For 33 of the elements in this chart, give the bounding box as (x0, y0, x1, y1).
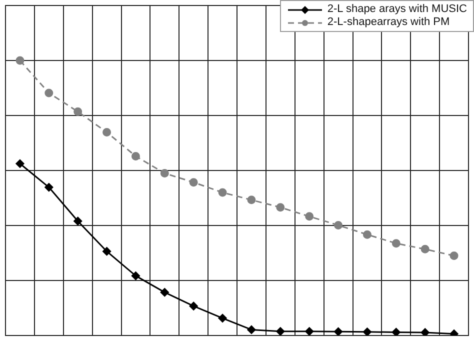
point (74, 107, 82, 116)
point (102, 247, 112, 256)
point (334, 220, 343, 230)
point (160, 288, 169, 297)
point (44, 88, 54, 98)
point (362, 328, 372, 336)
point (189, 302, 198, 310)
point (160, 169, 169, 178)
point (420, 244, 430, 254)
point (16, 56, 24, 65)
point (16, 159, 24, 168)
point (305, 327, 314, 336)
point (450, 252, 458, 260)
point (247, 325, 256, 334)
point (392, 328, 400, 336)
point (276, 327, 285, 336)
point (392, 239, 400, 248)
point (44, 183, 54, 192)
point (102, 128, 112, 137)
point (362, 230, 372, 239)
point (247, 196, 256, 204)
point (74, 216, 82, 226)
legend-label: 2-L-shapearrays with PM (327, 16, 450, 29)
point (305, 212, 314, 221)
point (218, 314, 227, 322)
point (131, 152, 140, 160)
point (420, 328, 430, 336)
point (131, 272, 140, 280)
point (334, 327, 343, 336)
point (218, 188, 227, 197)
legend-label: 2-L shape arays with MUSIC (327, 3, 467, 16)
point (276, 203, 285, 212)
point (189, 178, 198, 187)
